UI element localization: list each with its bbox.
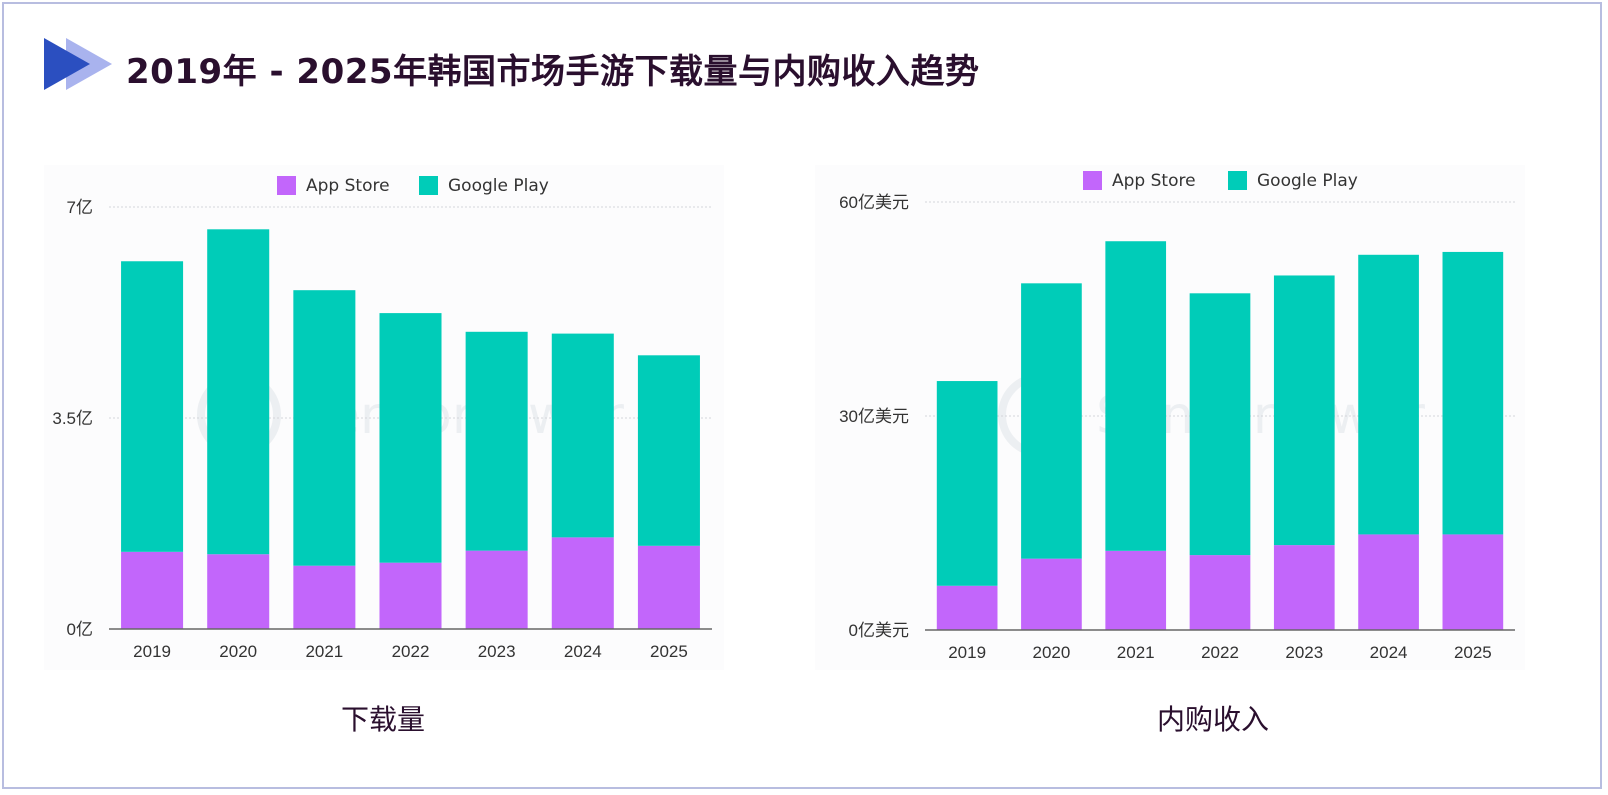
bar-google-play-2024	[551, 333, 614, 538]
x-tick-label: 2022	[392, 642, 430, 661]
x-tick-label: 2025	[650, 642, 688, 661]
x-tick-label: 2025	[1454, 643, 1492, 662]
bar-google-play-2022	[379, 313, 442, 563]
bar-app-store-2021	[293, 565, 356, 629]
bar-app-store-2022	[1189, 555, 1251, 630]
bar-google-play-2021	[1105, 241, 1167, 551]
y-tick-label: 0亿	[67, 620, 93, 639]
downloads-chart-panel: SensorTower 0亿 3.5亿 7亿 2019 2020 2021 2022 2023 2…	[44, 165, 724, 670]
legend-swatch-app-store	[277, 176, 296, 195]
bar-app-store-2023	[465, 550, 528, 629]
bar-google-play-2023	[465, 331, 528, 551]
bar-google-play-2024	[1358, 254, 1419, 535]
legend-swatch-app-store	[1083, 171, 1102, 190]
revenue-chart-panel: SensorTower 0亿美元 30亿美元 60亿美元 2019 2020 2021 202…	[815, 165, 1525, 670]
y-tick-label: 30亿美元	[839, 407, 909, 426]
bar-app-store-2020	[1021, 558, 1082, 630]
bar-app-store-2022	[379, 562, 442, 629]
bar-google-play-2019	[121, 261, 184, 552]
y-tick-label: 0亿美元	[849, 621, 909, 640]
bar-app-store-2024	[1358, 534, 1419, 630]
bar-app-store-2020	[207, 554, 270, 629]
bar-app-store-2025	[1442, 534, 1504, 630]
bar-google-play-2019	[936, 381, 998, 586]
bar-app-store-2021	[1105, 550, 1167, 630]
legend-label-google-play: Google Play	[1257, 171, 1358, 191]
legend-swatch-google-play	[419, 176, 438, 195]
legend-label-app-store: App Store	[1112, 171, 1196, 191]
y-tick-label: 3.5亿	[52, 409, 93, 428]
bar-google-play-2020	[1021, 283, 1082, 559]
x-tick-label: 2024	[564, 642, 602, 661]
x-tick-label: 2020	[1033, 643, 1071, 662]
bar-google-play-2025	[1442, 251, 1504, 535]
arrow-front-shape	[44, 38, 90, 90]
x-tick-label: 2019	[133, 642, 171, 661]
legend-label-app-store: App Store	[306, 176, 390, 196]
downloads-chart-caption: 下载量	[340, 703, 426, 736]
bar-google-play-2021	[293, 290, 356, 566]
double-arrow-icon	[44, 38, 112, 90]
x-tick-label: 2024	[1370, 643, 1408, 662]
revenue-chart-caption: 内购收入	[1156, 703, 1270, 736]
x-tick-label: 2022	[1201, 643, 1239, 662]
x-tick-label: 2023	[1285, 643, 1323, 662]
legend-swatch-google-play	[1228, 171, 1247, 190]
x-tick-label: 2021	[1117, 643, 1155, 662]
page-title: 2019年 - 2025年韩国市场手游下载量与内购收入趋势	[126, 52, 980, 92]
y-tick-label: 60亿美元	[839, 193, 909, 212]
bar-app-store-2019	[121, 551, 184, 629]
bar-app-store-2019	[936, 585, 998, 630]
bar-google-play-2022	[1189, 293, 1251, 556]
bar-app-store-2023	[1273, 545, 1335, 630]
x-tick-label: 2020	[219, 642, 257, 661]
bar-google-play-2025	[637, 355, 700, 546]
bar-app-store-2025	[637, 545, 700, 629]
y-tick-label: 7亿	[67, 198, 93, 217]
x-tick-label: 2019	[948, 643, 986, 662]
bar-google-play-2023	[1273, 275, 1335, 546]
x-tick-label: 2021	[305, 642, 343, 661]
legend-label-google-play: Google Play	[448, 176, 549, 196]
bar-app-store-2024	[551, 537, 614, 629]
x-tick-label: 2023	[478, 642, 516, 661]
bar-google-play-2020	[207, 229, 270, 555]
